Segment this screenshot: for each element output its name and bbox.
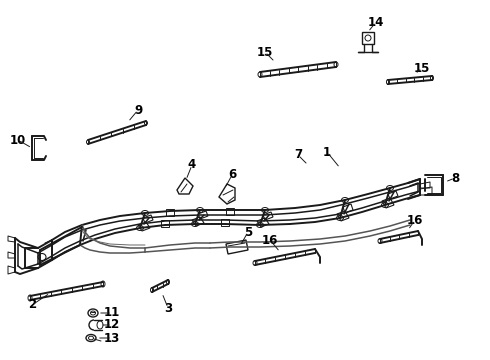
Text: 13: 13 xyxy=(104,332,120,345)
Text: 16: 16 xyxy=(407,213,423,226)
Text: 4: 4 xyxy=(188,158,196,171)
Text: 2: 2 xyxy=(28,298,36,311)
Text: 11: 11 xyxy=(104,306,120,320)
Text: 15: 15 xyxy=(257,45,273,58)
Text: 5: 5 xyxy=(244,225,252,238)
Text: 10: 10 xyxy=(10,134,26,147)
Text: 6: 6 xyxy=(228,168,236,181)
Text: 15: 15 xyxy=(414,62,430,75)
Text: 1: 1 xyxy=(323,145,331,158)
Text: 12: 12 xyxy=(104,319,120,332)
Text: 8: 8 xyxy=(451,171,459,184)
Text: 7: 7 xyxy=(294,148,302,162)
Text: 9: 9 xyxy=(134,104,142,117)
Text: 14: 14 xyxy=(368,15,384,28)
Text: 16: 16 xyxy=(262,234,278,247)
Text: 3: 3 xyxy=(164,302,172,315)
